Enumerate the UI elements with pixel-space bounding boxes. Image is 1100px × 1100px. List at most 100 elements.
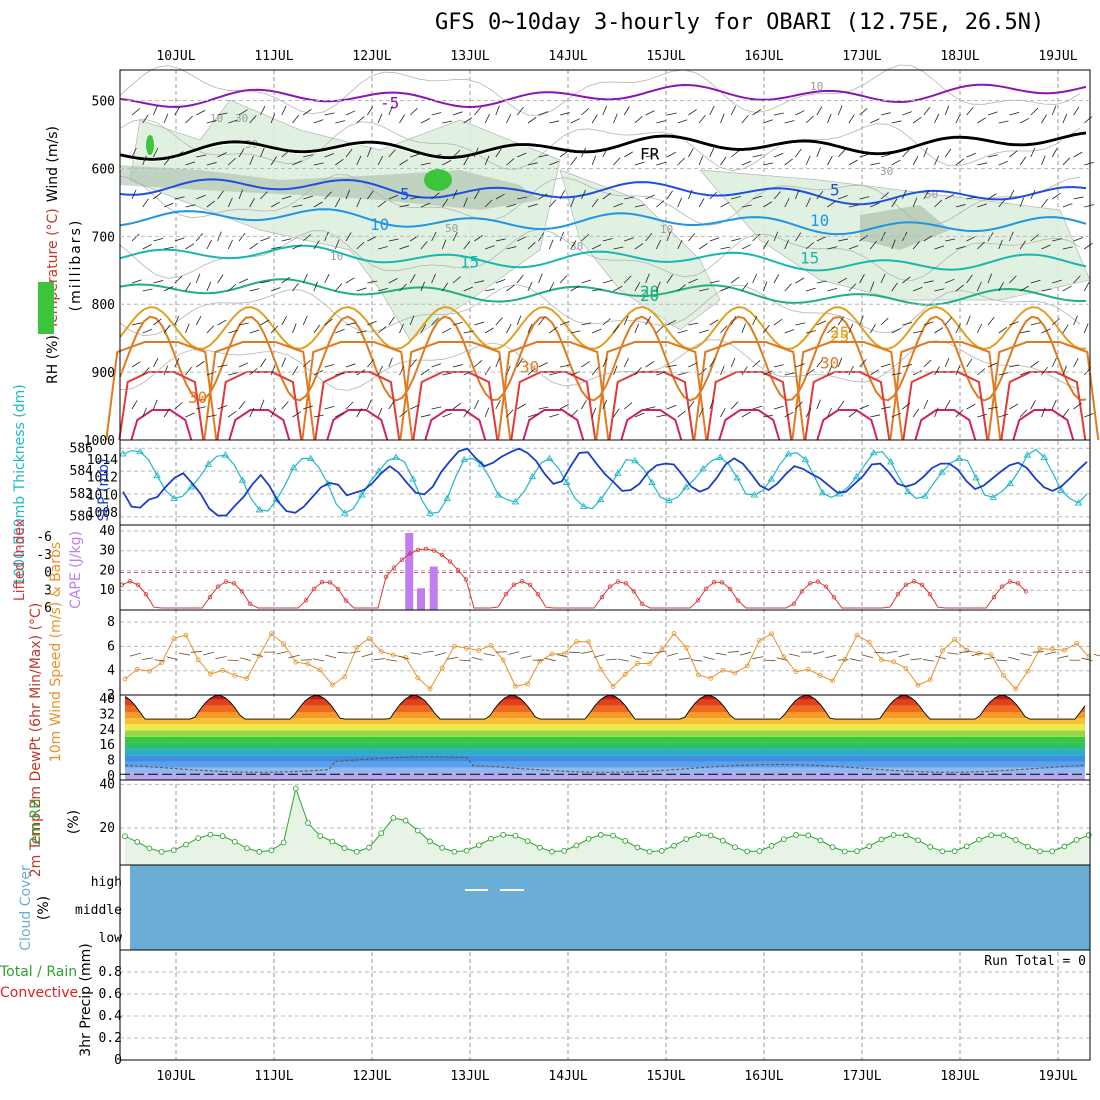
wind-barb xyxy=(420,281,426,292)
series-slp-line xyxy=(122,447,1088,517)
rh-point xyxy=(561,847,568,854)
wind-barb xyxy=(516,106,524,116)
wind-barb xyxy=(838,238,849,242)
wind-barb xyxy=(902,322,913,326)
rh-point xyxy=(939,848,946,855)
wind-barb xyxy=(367,147,372,158)
wind-speed-point xyxy=(488,642,494,648)
thickness-point xyxy=(392,453,400,460)
wind-barb xyxy=(977,117,986,124)
wind-speed-point xyxy=(818,673,823,678)
wind-barb xyxy=(227,197,233,208)
cloud-axis-title: Cloud Cover xyxy=(18,865,34,951)
thickness-point xyxy=(733,474,742,481)
rh-point xyxy=(390,815,397,821)
rh-point xyxy=(524,838,531,844)
hot-layer-contour xyxy=(620,409,683,441)
thickness-point xyxy=(989,493,997,500)
wind-barb xyxy=(795,232,802,242)
wind-barb xyxy=(763,414,774,418)
rh-point xyxy=(756,848,763,854)
thickness-point xyxy=(528,472,537,480)
wind-barb xyxy=(185,161,196,166)
surface-wind-barb xyxy=(471,656,483,661)
surface-wind-barb xyxy=(861,654,874,659)
surface-wind-barb xyxy=(1081,657,1093,662)
wind-barb xyxy=(1073,357,1079,368)
rh-point xyxy=(292,785,299,792)
wind-barb xyxy=(1030,360,1040,368)
li-tick-6: 6 xyxy=(44,601,52,616)
wind-barb xyxy=(912,156,919,166)
temp-band-2 xyxy=(125,761,1085,768)
wind-barb xyxy=(870,162,881,166)
rh-contour-label: 10 xyxy=(660,223,673,236)
wind-barb xyxy=(142,407,147,418)
wind-barb xyxy=(303,154,314,158)
temp-tick-8: 8 xyxy=(107,754,115,769)
wind-barb xyxy=(859,196,870,200)
wind-barb xyxy=(538,362,548,368)
wind-speed-point xyxy=(451,643,457,649)
wind-barb xyxy=(763,201,773,208)
lifted-index-point xyxy=(895,591,901,597)
wind-barb xyxy=(677,284,686,292)
wind-tick-4: 4 xyxy=(107,664,115,679)
wind-barb xyxy=(270,287,281,292)
wind-barb xyxy=(1019,285,1030,292)
wind-speed-point xyxy=(915,682,921,688)
wind-speed-point xyxy=(769,631,774,637)
wind-barb xyxy=(559,275,568,284)
thickness-point xyxy=(341,509,349,516)
wind-barb xyxy=(292,160,302,166)
temp-band-group xyxy=(125,695,1085,780)
wind-barb xyxy=(645,316,651,326)
temp-tick-0: 0 xyxy=(107,769,115,784)
wind-barb xyxy=(934,245,945,250)
wind-barb xyxy=(313,162,324,166)
wind-barb xyxy=(559,321,570,326)
slp-tick-1014: 1014 xyxy=(87,453,118,468)
thickness-point xyxy=(852,472,861,480)
hot-layer-contour xyxy=(987,341,1100,441)
wind-barb xyxy=(538,316,545,326)
temp-axis-title: 2m Temp 2m DewPt (6hr Min/Max) (°C) xyxy=(28,603,44,878)
wind-barb xyxy=(249,329,260,334)
hot-layer-contour xyxy=(706,371,793,441)
surface-wind-barb xyxy=(203,651,215,656)
lifted-index-point xyxy=(599,594,605,600)
wind-barb xyxy=(912,241,920,250)
wind-barb xyxy=(335,372,346,376)
wind-barb xyxy=(570,240,577,250)
wind-barb xyxy=(955,113,961,124)
wind-barb xyxy=(912,286,923,292)
wind-barb xyxy=(377,155,384,166)
rh-point xyxy=(158,848,165,855)
lifted-index-point xyxy=(791,601,797,606)
surface-wind-barb xyxy=(447,656,459,660)
wind-barb xyxy=(966,196,977,200)
hot-layer-contour xyxy=(118,371,205,441)
wind-barb xyxy=(206,239,212,250)
wind-barb xyxy=(698,329,709,334)
surface-wind-barb xyxy=(337,651,349,654)
wind-barb xyxy=(795,322,806,326)
thickness-point xyxy=(426,509,434,516)
top-date-label-18JUL: 18JUL xyxy=(940,49,979,64)
wind-barb xyxy=(581,147,586,158)
wind-barb xyxy=(880,273,886,284)
surface-wind-barb xyxy=(422,650,434,653)
cape-tick-40: 40 xyxy=(99,524,115,539)
thickness-point xyxy=(886,458,895,465)
temp-tick-32: 32 xyxy=(99,707,115,722)
wind-barb xyxy=(581,400,587,410)
surface-wind-barb xyxy=(1032,651,1044,653)
wind-barb xyxy=(441,198,449,208)
wind-barb xyxy=(303,195,313,200)
wind-barb xyxy=(977,162,988,166)
thickness-point xyxy=(818,488,827,496)
wind-speed-point xyxy=(146,668,152,674)
wind-barb xyxy=(870,414,881,418)
rh-point xyxy=(427,838,433,845)
wind-barb xyxy=(1041,407,1046,418)
